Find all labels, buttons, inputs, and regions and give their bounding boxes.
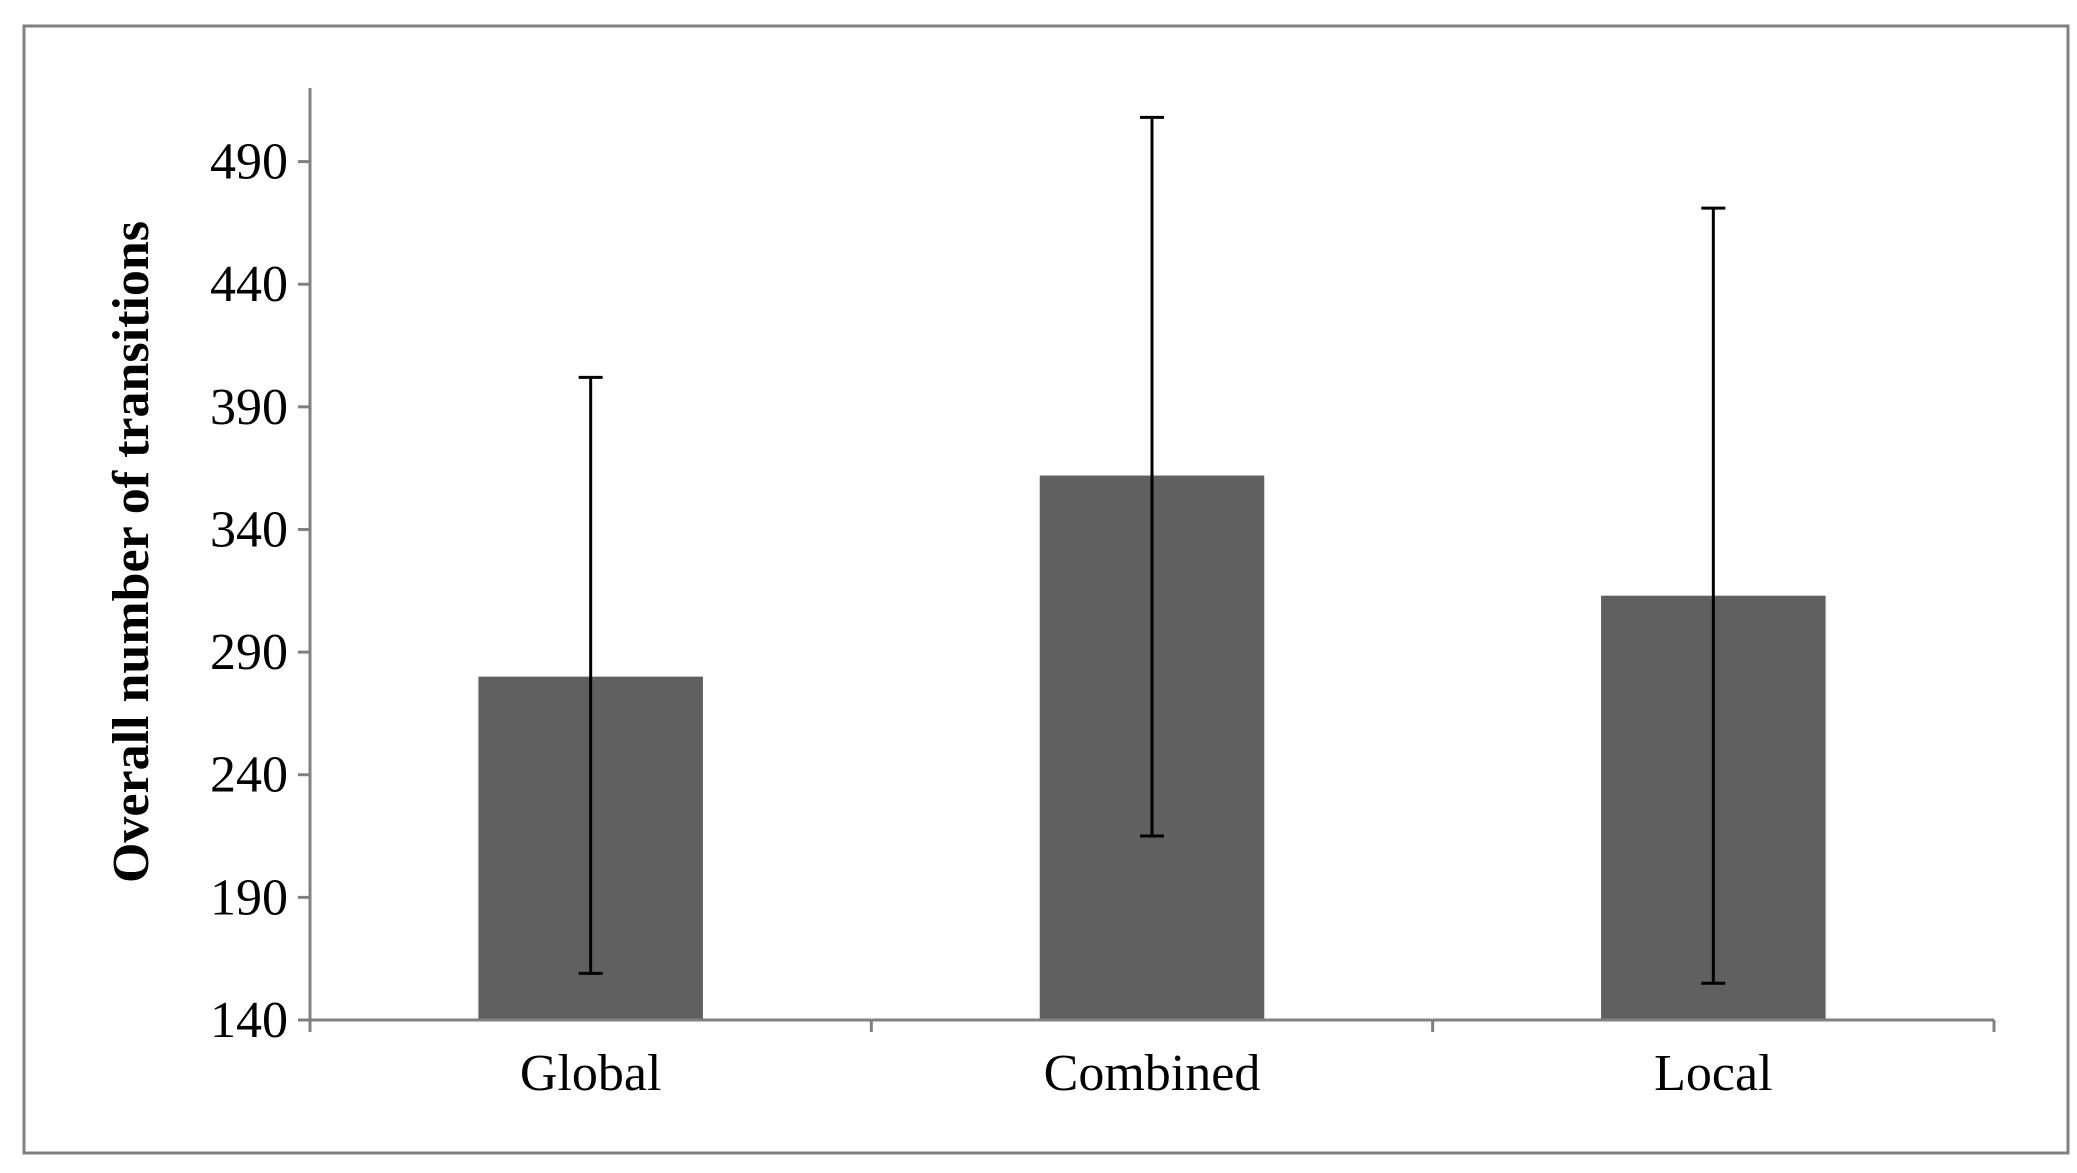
y-tick-label: 140 xyxy=(210,992,288,1049)
x-category-label: Local xyxy=(1654,1045,1772,1102)
x-axis-labels: Global Combined Local xyxy=(520,1045,1773,1102)
error-bars-group xyxy=(578,115,1726,985)
axes-group xyxy=(308,88,1996,1032)
y-tick-label: 190 xyxy=(210,869,288,926)
y-tick-label: 290 xyxy=(210,624,288,681)
x-category-label: Combined xyxy=(1044,1045,1261,1102)
x-category-label: Global xyxy=(520,1045,662,1102)
y-tick-label: 340 xyxy=(210,501,288,558)
y-axis-title: Overall number of transitions xyxy=(103,221,160,883)
y-tick-label: 440 xyxy=(210,256,288,313)
y-tick-label: 490 xyxy=(210,134,288,191)
y-tick-label: 240 xyxy=(210,747,288,804)
y-tick-label: 390 xyxy=(210,379,288,436)
y-axis-ticks: 140 190 240 290 340 390 440 490 xyxy=(210,134,310,1049)
